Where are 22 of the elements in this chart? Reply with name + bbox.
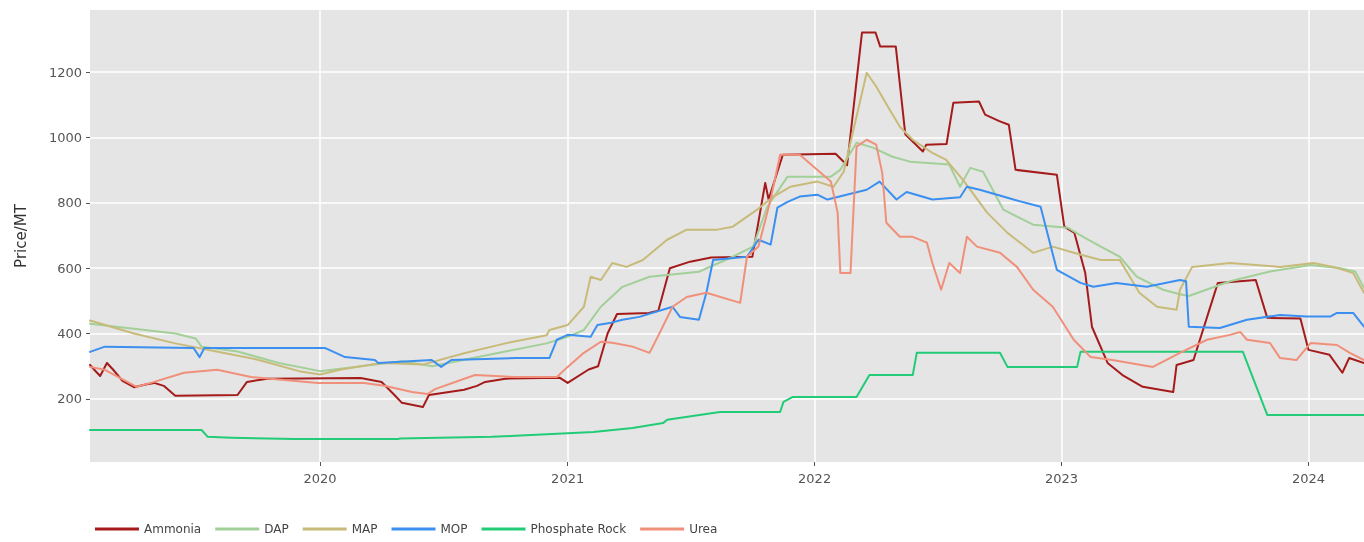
x-tick-label: 2022 [798, 471, 832, 486]
legend-label: MAP [351, 522, 378, 536]
y-tick-label: 600 [57, 260, 82, 276]
legend-label: DAP [264, 522, 289, 536]
line-series [89, 350, 1364, 441]
line-series [89, 31, 1364, 409]
line-series [89, 71, 1364, 376]
x-tick-label: 2024 [1291, 471, 1326, 486]
legend-label: MOP [440, 522, 468, 536]
line-series [89, 180, 1364, 368]
legend-label: Urea [689, 522, 718, 536]
y-axis-title: Price/MT [11, 203, 30, 268]
legend-label: Phosphate Rock [530, 522, 627, 536]
y-tick-label: 800 [57, 195, 82, 211]
y-tick-label: 200 [57, 391, 82, 407]
legend-label: Ammonia [144, 522, 202, 536]
x-tick-label: 2021 [551, 471, 585, 486]
x-tick-label: 2020 [303, 471, 337, 486]
x-tick-label: 2023 [1045, 471, 1079, 486]
y-tick-label: 400 [57, 326, 82, 342]
y-tick-label: 1000 [48, 129, 82, 145]
y-tick-label: 1200 [48, 64, 82, 80]
